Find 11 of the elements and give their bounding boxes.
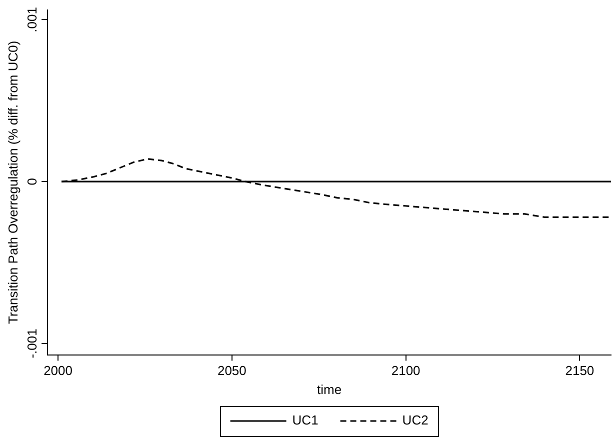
x-tick-label: 2150 xyxy=(565,363,594,378)
x-tick-label: 2000 xyxy=(44,363,72,378)
legend-label: UC2 xyxy=(402,412,428,428)
y-tick-label: 0 xyxy=(24,178,40,186)
y-tick-label: -.001 xyxy=(24,328,40,358)
x-tick-label: 2100 xyxy=(391,363,420,378)
x-tick-label: 2050 xyxy=(217,363,246,378)
x-axis-title: time xyxy=(317,382,342,397)
y-tick-label: .001 xyxy=(24,7,40,32)
y-axis-title: Transition Path Overregulation (% diff. from UC0) xyxy=(5,40,20,324)
legend-label: UC1 xyxy=(292,412,318,428)
